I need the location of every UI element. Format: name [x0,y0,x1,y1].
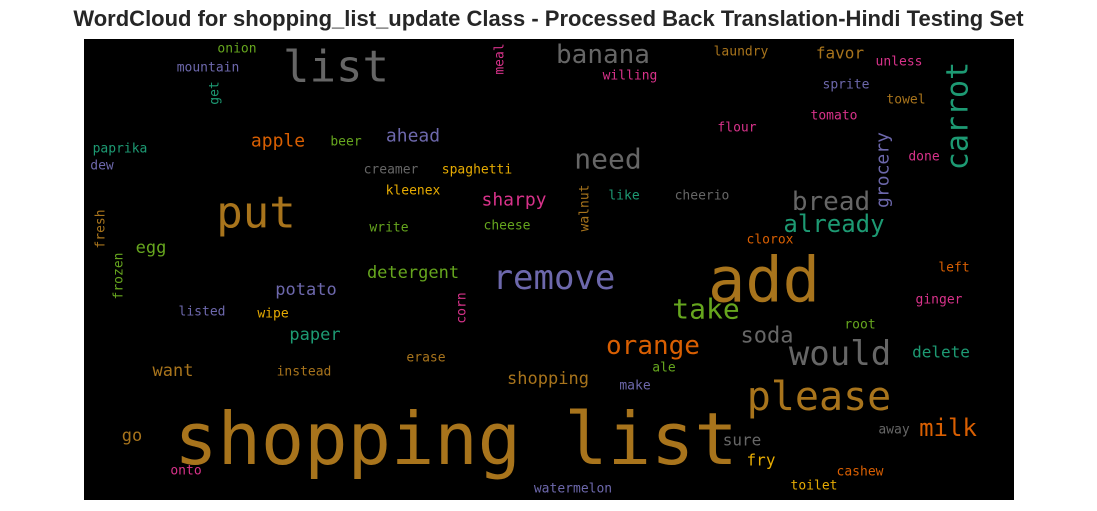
word-bread: bread [792,187,870,217]
word-fresh: fresh [94,209,109,248]
word-kleenex: kleenex [386,184,441,199]
word-shopping-list: shopping list [174,397,738,481]
word-watermelon: watermelon [534,482,612,497]
word-take: take [672,293,739,326]
word-creamer: creamer [364,163,419,178]
word-unless: unless [876,55,923,70]
word-beer: beer [330,135,361,150]
word-away: away [878,423,909,438]
word-sprite: sprite [823,78,870,93]
word-list: list [283,42,389,93]
word-cheerio: cheerio [675,189,730,204]
word-listed: listed [179,305,226,320]
word-fry: fry [747,451,776,470]
word-done: done [908,150,939,165]
word-tomato: tomato [811,109,858,124]
word-go: go [122,426,142,446]
word-erase: erase [406,351,445,366]
word-frozen: frozen [112,253,127,300]
word-orange: orange [606,331,700,361]
word-milk: milk [919,414,977,442]
word-onto: onto [170,464,201,479]
word-potato: potato [275,280,336,300]
word-ahead: ahead [386,126,440,147]
word-want: want [153,361,194,381]
word-need: need [574,143,641,176]
wordcloud-words: shopping list add put remove list pleasewould… [90,40,977,497]
word-sure: sure [723,431,762,450]
word-like: like [608,189,639,204]
word-banana: banana [556,40,650,70]
word-already: already [783,210,884,238]
word-mountain: mountain [177,61,240,76]
word-cashew: cashew [837,465,884,480]
word-soda: soda [741,324,794,349]
word-detergent: detergent [367,263,459,283]
word-get: get [208,81,223,104]
word-carrot: carrot [941,62,976,170]
word-shopping: shopping [507,369,589,389]
word-paper: paper [289,325,340,345]
word-add: add [708,244,820,317]
word-favor: favor [816,44,865,63]
word-toilet: toilet [791,479,838,494]
word-write: write [369,221,408,236]
word-apple: apple [251,131,305,152]
word-onion: onion [217,42,256,57]
word-grocery: grocery [873,132,894,208]
word-clorox: clorox [747,233,794,248]
word-paprika: paprika [93,142,148,157]
word-ginger: ginger [916,293,963,308]
word-egg: egg [136,238,167,258]
wordcloud: shopping list add put remove list pleasewould… [84,39,1014,500]
word-make: make [619,379,650,394]
word-meal: meal [493,43,508,74]
word-please: please [747,374,892,420]
word-sharpy: sharpy [481,190,546,211]
word-delete: delete [912,343,970,362]
word-put: put [216,188,295,239]
word-remove: remove [493,258,616,298]
word-wipe: wipe [257,307,288,322]
word-walnut: walnut [578,185,593,232]
word-laundry: laundry [714,45,769,60]
word-towel: towel [886,93,925,108]
word-root: root [844,318,875,333]
word-left: left [938,261,969,276]
word-ale: ale [652,361,676,376]
word-spaghetti: spaghetti [442,163,512,178]
word-flour: flour [717,121,756,136]
word-corn: corn [455,292,470,323]
word-cheese: cheese [484,219,531,234]
word-willing: willing [603,69,658,84]
chart-title: WordCloud for shopping_list_update Class… [73,6,1024,31]
wordcloud-background [84,39,1014,500]
word-instead: instead [277,365,332,380]
word-dew: dew [90,159,114,174]
word-would: would [789,334,891,374]
